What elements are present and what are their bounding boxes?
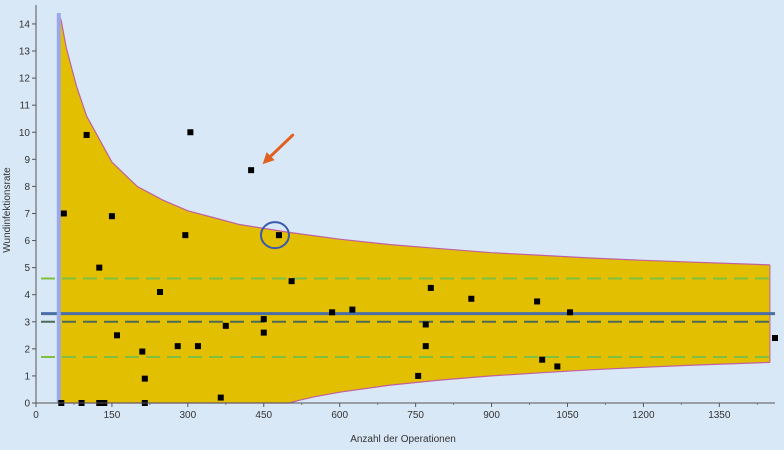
arrow-annotation-shaft [268,133,295,159]
x-tick-label: 900 [483,410,500,421]
data-point [260,329,267,336]
y-tick-label: 13 [19,47,31,58]
x-tick-label: 600 [331,410,348,421]
funnel-area-group [58,12,771,404]
data-point [288,278,295,285]
y-tick-label: 1 [24,371,30,382]
circle-annotation [259,221,290,250]
data-point [139,348,146,355]
x-tick-label: 750 [407,410,424,421]
data-point [275,232,282,239]
data-point [194,343,201,350]
data-point [222,322,229,329]
data-point [349,306,356,313]
funnel-area [58,13,770,403]
y-tick-label: 7 [24,209,30,220]
data-point [415,372,422,379]
y-tick-label: 6 [24,236,30,247]
data-point [141,375,148,382]
y-tick-label: 9 [24,155,30,166]
data-points-group [58,129,778,406]
y-tick-label: 4 [24,290,30,301]
data-point [83,131,90,138]
y-tick-label: 11 [20,101,31,112]
data-point [329,309,336,316]
y-axis-title: Wundinfektionsrate [2,167,13,253]
y-tick-label: 5 [24,263,30,274]
data-point [422,321,429,328]
data-point [182,232,189,239]
data-point [187,129,194,136]
y-tick-label: 12 [19,74,31,85]
y-tick-label: 0 [24,399,30,410]
data-point [427,284,434,291]
data-point [539,356,546,363]
data-point [534,298,541,305]
x-tick-label: 300 [180,410,197,421]
y-tick-label: 2 [24,344,30,355]
data-point [468,295,475,302]
data-point [248,167,255,174]
y-tick-label: 8 [24,182,30,193]
data-point [217,394,224,401]
x-tick-label: 1200 [632,410,655,421]
data-point [772,335,778,342]
x-tick-label: 0 [33,410,39,421]
x-tick-label: 150 [104,410,121,421]
data-point [567,309,574,316]
annotations-group [259,133,295,250]
data-point [174,343,181,350]
x-axis-title: Anzahl der Operationen [350,434,456,445]
y-tick-label: 3 [24,317,30,328]
y-tick-label: 10 [19,128,31,139]
data-point [96,264,103,271]
data-point [108,213,115,220]
x-tick-label: 1050 [556,410,579,421]
data-point [422,343,429,350]
y-tick-label: 14 [19,19,31,30]
data-point [113,332,120,339]
x-tick-label: 1350 [708,410,731,421]
x-tick-label: 450 [255,410,272,421]
funnel-lower-border [58,361,770,404]
data-point [260,316,267,323]
data-point [60,210,67,217]
arrow-annotation-head [262,152,275,165]
data-point [157,288,164,295]
reference-lines-group [41,13,775,403]
data-point [554,363,561,370]
funnel-upper-border [58,12,770,266]
